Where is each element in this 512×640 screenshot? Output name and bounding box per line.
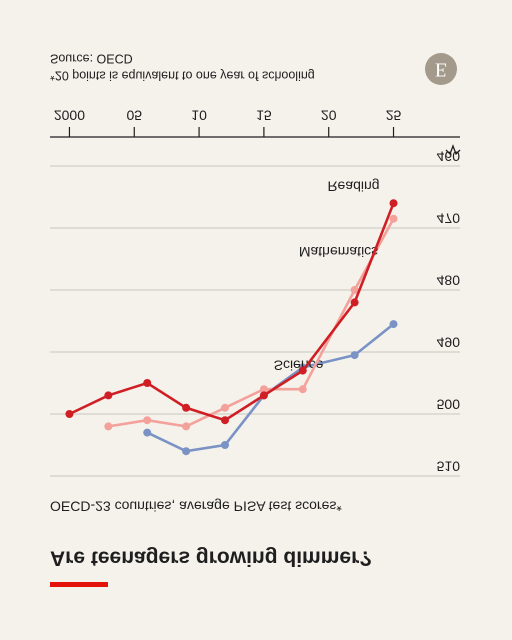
data-point [389,199,398,208]
axis-break [445,144,461,156]
chart-title: Are teenagers growing dimmer? [50,546,372,569]
x-tick-label: 25 [386,107,402,123]
data-point [298,385,307,394]
data-point [143,379,152,387]
data-point [182,447,191,456]
y-tick-label: 470 [437,210,461,226]
source: Source: OECD [50,52,133,66]
x-tick-label: 15 [256,107,272,123]
y-tick-label: 490 [437,334,461,350]
y-tick-label: 460 [437,148,461,164]
x-tick-label: 2000 [54,107,85,123]
x-tick-label: 20 [321,107,337,123]
x-tick-label: 10 [191,107,207,123]
data-point [350,286,359,294]
footnote: *20 points is equivalent to one year of … [50,69,315,83]
data-point [104,422,113,431]
x-tick-label: 05 [126,107,142,123]
chart-subtitle: OECD-23 countries, average PISA test sco… [50,498,342,514]
chart-body: Are teenagers growing dimmer? OECD-23 co… [50,52,461,587]
data-point [221,416,229,425]
data-point [143,416,152,425]
logo [425,53,457,85]
data-point [182,422,191,431]
data-point [182,403,191,412]
data-point [389,214,398,223]
data-point [259,391,268,400]
data-point [350,298,359,307]
data-point [298,366,307,375]
data-point [221,403,229,412]
y-tick-label: 480 [437,272,461,288]
series-label: Mathematics [299,244,378,260]
data-point [143,428,152,437]
data-point [259,385,268,394]
series-line [108,218,395,428]
series-label: Reading [327,178,379,194]
y-tick-label: 500 [437,396,461,412]
data-point [389,320,398,329]
data-point [221,441,229,449]
logo-text: E [435,58,447,80]
y-tick-label: 510 [437,458,461,474]
data-point [350,351,359,360]
data-point [104,391,113,400]
brand-bar [50,582,108,587]
data-point [65,410,74,418]
